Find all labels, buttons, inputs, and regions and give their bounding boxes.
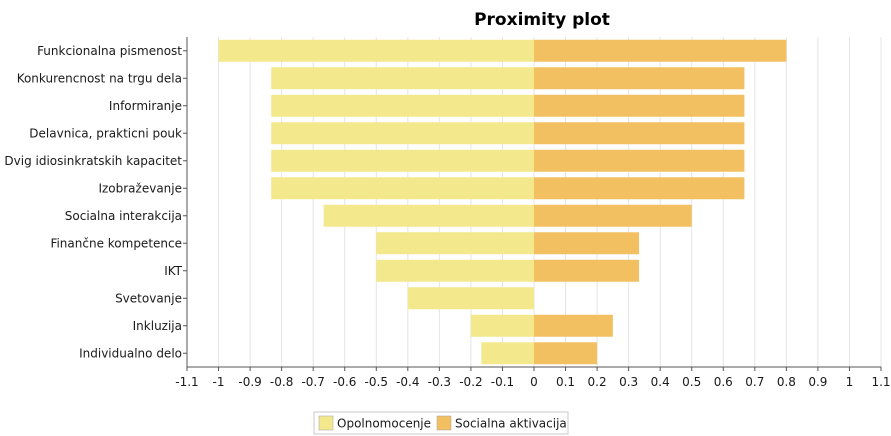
category-label: Informiranje [109,99,182,113]
bar-socialna-aktivacija [534,39,787,62]
category-labels: Funkcionalna pismenost Konkurencnost na t… [4,44,182,361]
legend-swatch-socialna-aktivacija [436,415,452,431]
category-label: IKT [164,264,182,278]
category-label: Funkcionalna pismenost [37,44,182,58]
category-label: Inkluzija [133,319,182,333]
bars [218,39,787,365]
x-tick-label: -1 [213,375,225,389]
x-tick-label: 0.6 [714,375,733,389]
bar-socialna-aktivacija [534,314,613,337]
x-tick-label: -0.3 [428,375,451,389]
bar-socialna-aktivacija [534,204,692,227]
x-tick-label: -0.1 [491,375,514,389]
x-tick-label: 0.9 [808,375,827,389]
category-label: Socialna interakcija [65,209,182,223]
bar-opolnomocenje [271,177,534,200]
bar-opolnomocenje [470,314,534,337]
bar-opolnomocenje [271,94,534,117]
category-label: Konkurencnost na trgu dela [17,71,182,85]
x-tick-label: 1 [846,375,854,389]
x-tick-label: 0.1 [556,375,575,389]
bar-opolnomocenje [271,149,534,172]
bar-opolnomocenje [376,259,534,282]
bar-socialna-aktivacija [534,342,598,365]
bar-socialna-aktivacija [534,177,745,200]
bar-opolnomocenje [271,122,534,145]
bar-socialna-aktivacija [534,149,745,172]
x-tick-label: -0.9 [238,375,261,389]
x-tick-label: 0.2 [588,375,607,389]
grid-lines [186,37,882,367]
tick-labels: -1.1 -1 -0.9 -0.8 -0.7 -0.6 -0.5 -0.4 -0.3 -0.2 -0… [175,375,890,389]
bar-socialna-aktivacija [534,259,640,282]
x-tick-label: -0.8 [270,375,293,389]
x-tick-label: 0.3 [619,375,638,389]
bar-socialna-aktivacija [534,122,745,145]
x-tick-label: 0 [530,375,538,389]
chart-title: Proximity plot [474,10,610,30]
x-tick-label: -0.4 [396,375,419,389]
category-label: Dvig idiosinkratskih kapacitet [4,154,182,168]
x-tick-label: 0.4 [651,375,670,389]
axes [183,37,882,371]
legend-label-opolnomocenje: Opolnomocenje [337,417,431,431]
bar-opolnomocenje [323,204,534,227]
x-tick-label: 0.5 [682,375,701,389]
category-label: Individualno delo [79,346,182,360]
x-tick-label: -0.7 [301,375,324,389]
bar-opolnomocenje [481,342,534,365]
category-label: Svetovanje [115,291,182,305]
category-label: Izobraževanje [98,181,182,195]
category-label: Delavnica, prakticni pouk [29,126,182,140]
x-tick-label: 0.8 [777,375,796,389]
bar-opolnomocenje [376,232,534,255]
x-tick-label: 1.1 [871,375,890,389]
x-tick-label: -0.5 [365,375,388,389]
x-tick-label: 0.7 [745,375,764,389]
category-label: Finančne kompetence [50,236,182,250]
x-tick-label: -0.6 [333,375,356,389]
bar-opolnomocenje [271,67,534,90]
legend-label-socialna-aktivacija: Socialna aktivacija [455,417,567,431]
bar-opolnomocenje [407,287,534,310]
legend-swatch-opolnomocenje [318,415,334,431]
legend: Opolnomocenje Socialna aktivacija [313,411,569,435]
bar-socialna-aktivacija [534,67,745,90]
bar-opolnomocenje [218,39,534,62]
x-tick-label: -1.1 [175,375,198,389]
x-tick-label: -0.2 [459,375,482,389]
bar-socialna-aktivacija [534,232,640,255]
bar-socialna-aktivacija [534,94,745,117]
